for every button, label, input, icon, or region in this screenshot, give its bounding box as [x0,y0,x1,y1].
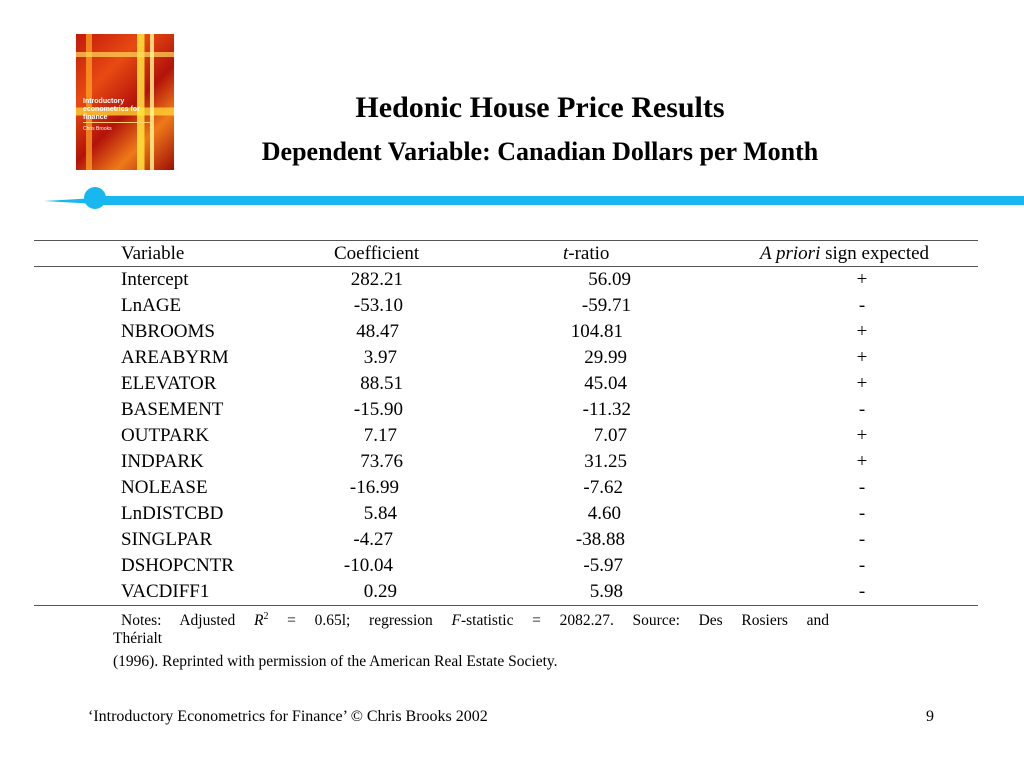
header-coefficient: Coefficient [334,243,420,264]
cell-coefficient: 88.51 [360,373,403,394]
cell-coefficient: 0.29 [363,581,397,602]
cell-coefficient: -4.27 [353,529,393,550]
notes-superscript: 2 [263,611,269,622]
cell-coefficient: 48.47 [356,321,399,342]
cell-variable: AREABYRM [121,347,229,368]
cell-t-ratio: 7.07 [593,425,627,446]
notes-r-symbol: R [254,612,264,630]
cell-variable: VACDIFF1 [121,581,210,602]
cell-coefficient: 5.84 [363,503,397,524]
cell-coefficient: 73.76 [360,451,403,472]
cover-rule [83,122,153,123]
cell-variable: LnDISTCBD [121,503,224,524]
cell-sign: - [858,529,866,550]
cell-t-ratio: 56.09 [588,269,631,290]
cover-stripe [76,52,174,57]
cell-t-ratio: -11.32 [582,399,631,420]
header-variable: Variable [121,243,185,264]
cover-title: Introductory econometrics for finance [83,98,140,121]
header-sign-rest: sign expected [820,243,930,264]
cell-coefficient: 282.21 [350,269,403,290]
table-notes-line1: Notes: Adjusted R2 = 0.65l; regression F… [121,606,829,632]
slide-title: Hedonic House Price Results [355,91,725,124]
notes-f-symbol: F [451,612,461,630]
cover-stripe [86,34,92,170]
table-bottom-rule [34,605,978,606]
table-notes-line2: Thérialt [113,630,163,647]
header-sign-expected: A priori sign expected [760,243,929,265]
header-t-ratio-rest: -ratio [568,243,610,264]
accent-line-tail [44,198,96,204]
cell-sign: - [858,503,866,524]
header-t-ratio-italic: t [563,243,569,264]
slide-subtitle: Dependent Variable: Canadian Dollars per… [261,137,819,166]
cell-sign: - [858,581,866,602]
cell-sign: - [858,295,866,316]
cell-variable: ELEVATOR [121,373,217,394]
cell-sign: + [856,347,868,368]
cell-coefficient: -15.90 [353,399,403,420]
cell-variable: DSHOPCNTR [121,555,234,576]
cell-coefficient: 3.97 [363,347,397,368]
cell-variable: LnAGE [121,295,182,316]
cell-variable: BASEMENT [121,399,224,420]
cell-t-ratio: 45.04 [584,373,627,394]
cell-sign: - [858,477,866,498]
footer-copyright: ‘Introductory Econometrics for Finance’ … [88,708,488,725]
cell-sign: + [856,269,868,290]
page-number: 9 [926,708,934,725]
cell-sign: - [858,555,866,576]
header-t-ratio: t-ratio [563,243,609,265]
table-notes-line3: (1996). Reprinted with permission of the… [113,653,558,670]
cell-t-ratio: -5.97 [583,555,623,576]
cell-coefficient: -16.99 [349,477,399,498]
accent-line [96,196,1024,205]
cell-coefficient: -53.10 [353,295,403,316]
cell-t-ratio: -59.71 [581,295,631,316]
table-top-rule [34,240,978,241]
accent-dot [84,187,106,209]
cell-variable: INDPARK [121,451,204,472]
cell-t-ratio: 29.99 [584,347,627,368]
notes-text: Notes: Adjusted [121,612,254,630]
cell-sign: + [856,451,868,472]
cover-stripe [150,34,154,170]
cell-t-ratio: 104.81 [570,321,623,342]
cell-sign: - [858,399,866,420]
cell-sign: + [856,425,868,446]
notes-text: = 0.65l; regression [268,612,452,630]
cover-author: Chris Brooks [83,126,112,132]
cell-variable: Intercept [121,269,189,290]
table-header-rule [34,266,978,267]
cell-coefficient: 7.17 [363,425,397,446]
book-cover-image: Introductory econometrics for finance Ch… [76,34,174,170]
cell-variable: SINGLPAR [121,529,213,550]
cell-sign: + [856,373,868,394]
cell-t-ratio: -7.62 [583,477,623,498]
cell-t-ratio: -38.88 [575,529,625,550]
header-sign-italic: A priori [760,243,821,264]
cell-sign: + [856,321,868,342]
cell-t-ratio: 4.60 [587,503,621,524]
cell-t-ratio: 5.98 [589,581,623,602]
cell-t-ratio: 31.25 [584,451,627,472]
cell-coefficient: -10.04 [343,555,393,576]
cell-variable: NOLEASE [121,477,208,498]
cell-variable: OUTPARK [121,425,209,446]
notes-text: -statistic = 2082.27. Source: Des Rosier… [460,612,829,630]
cell-variable: NBROOMS [121,321,215,342]
